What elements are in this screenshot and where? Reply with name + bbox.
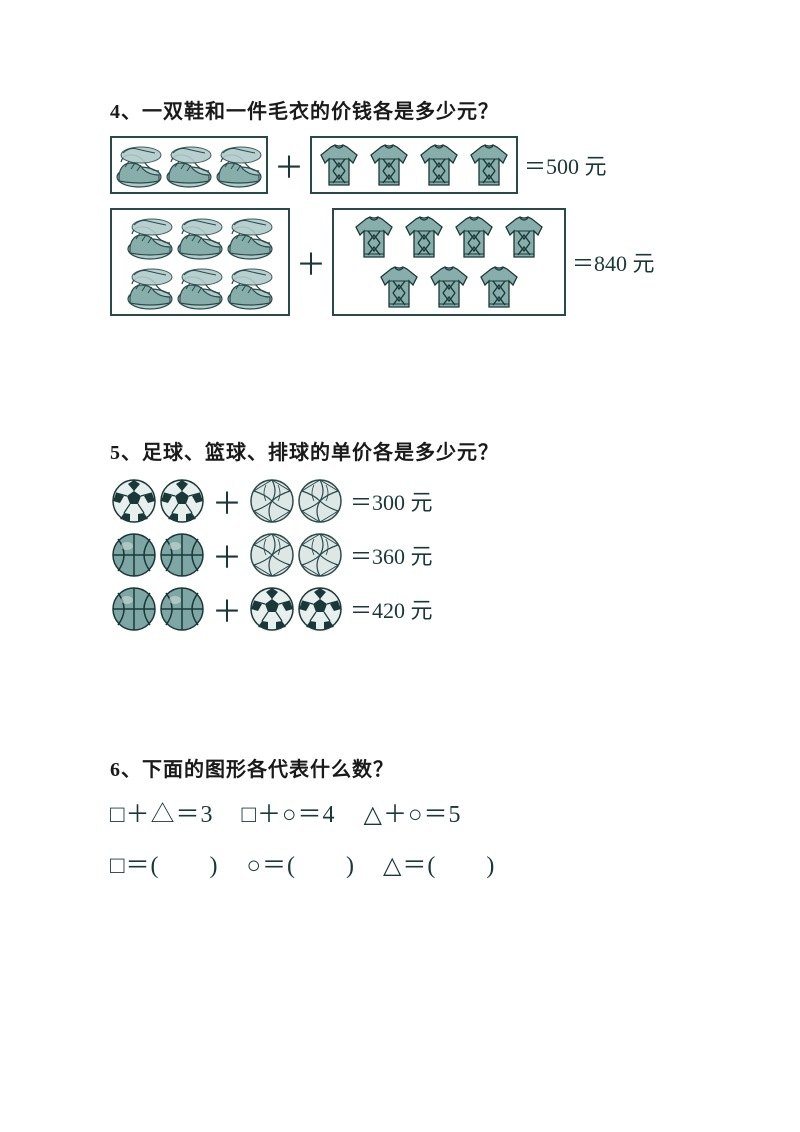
eq: □＋△＝3 — [110, 794, 214, 829]
sweater-icon — [400, 213, 448, 261]
p4-r2-result: ＝840 元 — [572, 246, 655, 278]
volleyball-icon — [248, 477, 296, 525]
problem-5: 5、足球、篮球、排球的单价各是多少元？ ＋ ＝300 元 ＋ ＝360 元 ＋ … — [110, 436, 705, 633]
shoe-icon — [176, 213, 224, 261]
basketball-icon — [110, 585, 158, 633]
p5-row-1: ＋ ＝300 元 — [110, 477, 705, 525]
p5-r2-result: ＝360 元 — [350, 539, 433, 571]
plus-icon: ＋ — [212, 587, 242, 631]
problem-4-question: 4、一双鞋和一件毛衣的价钱各是多少元？ — [110, 95, 705, 124]
shoe-icon — [165, 141, 213, 189]
sweater-icon — [415, 141, 463, 189]
problem-5-question: 5、足球、篮球、排球的单价各是多少元？ — [110, 436, 705, 465]
plus-icon: ＋ — [212, 533, 242, 577]
plus-icon: ＋ — [274, 143, 304, 187]
plus-icon: ＋ — [296, 240, 326, 284]
p4-r1-result: ＝500 元 — [524, 149, 607, 181]
p6-line-2: □＝( ) ○＝( ) △＝( ) — [110, 845, 705, 880]
soccer-icon — [248, 585, 296, 633]
p6-line-1: □＋△＝3 □＋○＝4 △＋○＝5 — [110, 794, 705, 829]
page: 4、一双鞋和一件毛衣的价钱各是多少元？ ＋ ＝500 元 — [0, 0, 800, 1020]
sweater-icon — [375, 263, 423, 311]
problem-4: 4、一双鞋和一件毛衣的价钱各是多少元？ ＋ ＝500 元 — [110, 95, 705, 316]
p4-r1-sweaters — [310, 136, 518, 194]
sweater-icon — [500, 213, 548, 261]
basketball-icon — [158, 585, 206, 633]
shoe-icon — [176, 263, 224, 311]
soccer-icon — [110, 477, 158, 525]
basketball-icon — [158, 531, 206, 579]
shoe-icon — [226, 213, 274, 261]
p5-r3-result: ＝420 元 — [350, 593, 433, 625]
eq: △＋○＝5 — [364, 794, 462, 829]
sweater-icon — [425, 263, 473, 311]
p4-r2-shoes — [110, 208, 290, 316]
p4-r2-sweaters — [332, 208, 566, 316]
shoe-icon — [126, 263, 174, 311]
p4-row-1: ＋ ＝500 元 — [110, 136, 705, 194]
volleyball-icon — [296, 477, 344, 525]
problem-6-question: 6、下面的图形各代表什么数？ — [110, 753, 705, 782]
eq: □＋○＝4 — [242, 794, 336, 829]
p5-row-3: ＋ ＝420 元 — [110, 585, 705, 633]
answer-blank: ○＝( ) — [246, 845, 354, 880]
sweater-icon — [350, 213, 398, 261]
volleyball-icon — [296, 531, 344, 579]
basketball-icon — [110, 531, 158, 579]
p5-row-2: ＋ ＝360 元 — [110, 531, 705, 579]
p4-r1-shoes — [110, 136, 268, 194]
sweater-icon — [450, 213, 498, 261]
p4-row-2: ＋ ＝840 元 — [110, 208, 705, 316]
shoe-icon — [126, 213, 174, 261]
answer-blank: □＝( ) — [110, 845, 218, 880]
soccer-icon — [296, 585, 344, 633]
shoe-icon — [226, 263, 274, 311]
shoe-icon — [215, 141, 263, 189]
sweater-icon — [475, 263, 523, 311]
sweater-icon — [365, 141, 413, 189]
problem-6: 6、下面的图形各代表什么数？ □＋△＝3 □＋○＝4 △＋○＝5 □＝( ) ○… — [110, 753, 705, 880]
shoe-icon — [115, 141, 163, 189]
answer-blank: △＝( ) — [383, 845, 495, 880]
sweater-icon — [465, 141, 513, 189]
sweater-icon — [315, 141, 363, 189]
plus-icon: ＋ — [212, 479, 242, 523]
soccer-icon — [158, 477, 206, 525]
volleyball-icon — [248, 531, 296, 579]
p5-r1-result: ＝300 元 — [350, 485, 433, 517]
